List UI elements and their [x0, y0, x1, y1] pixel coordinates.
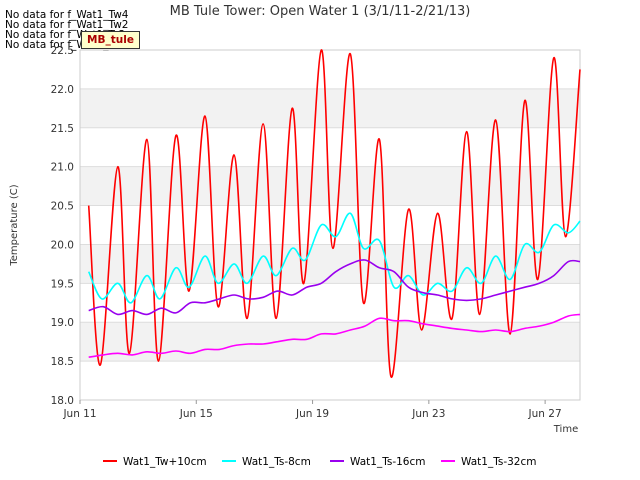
series-line-wat1-tw-10cm — [87, 49, 581, 378]
series-lines — [87, 49, 581, 378]
legend[interactable]: Wat1_Tw+10cm Wat1_Ts-8cm Wat1_Ts-16cm Wat1_… — [103, 456, 537, 468]
plot-background-bands — [80, 88, 580, 362]
no-data-message-tw1: No data for f_Wat1_Tw1 — [5, 39, 129, 51]
x-tick-label: Jun 23 — [411, 408, 445, 420]
legend-item[interactable]: Wat1_Tw+10cm — [103, 456, 207, 468]
series-line-wat1-ts-32cm — [88, 313, 581, 358]
y-tick-label: 20.5 — [51, 201, 74, 213]
x-axis-ticks: Jun 11 Jun 15 Jun 19 Jun 23 Jun 27 — [62, 400, 562, 420]
no-data-message-tw2: No data for f_Wat1_Tw2 — [5, 19, 129, 31]
legend-item[interactable]: Wat1_Ts-8cm — [222, 456, 311, 468]
y-tick-label: 22.0 — [51, 84, 74, 96]
background-band — [80, 322, 580, 362]
background-band — [80, 166, 580, 206]
legend-label: Wat1_Ts-16cm — [350, 456, 426, 468]
y-tick-label: 21.5 — [51, 123, 74, 135]
y-tick-label: 18.5 — [51, 356, 74, 368]
y-tick-label: 20.0 — [51, 239, 74, 251]
no-data-message-ts2: No data for f_Wat1_Ts2 — [5, 29, 126, 41]
legend-label: Wat1_Ts-8cm — [242, 456, 311, 468]
plot-frame — [79, 49, 581, 401]
x-tick-label: Jun 11 — [62, 408, 96, 420]
x-tick-label: Jun 27 — [528, 408, 562, 420]
x-axis-label: Time — [553, 424, 578, 435]
series-line-wat1-ts-16cm — [88, 259, 581, 316]
background-band — [80, 88, 580, 128]
legend-item[interactable]: Wat1_Ts-32cm — [441, 456, 537, 468]
y-axis-ticks: 18.0 18.5 19.0 19.5 20.0 20.5 21.0 21.5 22.0 22.5 — [51, 45, 74, 407]
x-tick-label: Jun 15 — [179, 408, 213, 420]
y-tick-label: 18.0 — [51, 395, 74, 407]
x-tick-label: Jun 19 — [295, 408, 329, 420]
legend-label: Wat1_Tw+10cm — [123, 456, 207, 468]
y-tick-label: 19.5 — [51, 278, 74, 290]
series-line-wat1-ts-8cm — [87, 212, 581, 304]
legend-label: Wat1_Ts-32cm — [461, 456, 537, 468]
y-axis-label: Temperature (C) — [9, 184, 20, 266]
y-tick-label: 21.0 — [51, 162, 74, 174]
y-tick-label: 22.5 — [51, 45, 74, 57]
chart-title: MB Tule Tower: Open Water 1 (3/1/11-2/21… — [170, 4, 471, 19]
site-tooltip: MB_tule — [81, 31, 140, 49]
no-data-message-tw4: No data for f_Wat1_Tw4 — [5, 9, 129, 21]
legend-item[interactable]: Wat1_Ts-16cm — [330, 456, 426, 468]
y-tick-label: 19.0 — [51, 317, 74, 329]
